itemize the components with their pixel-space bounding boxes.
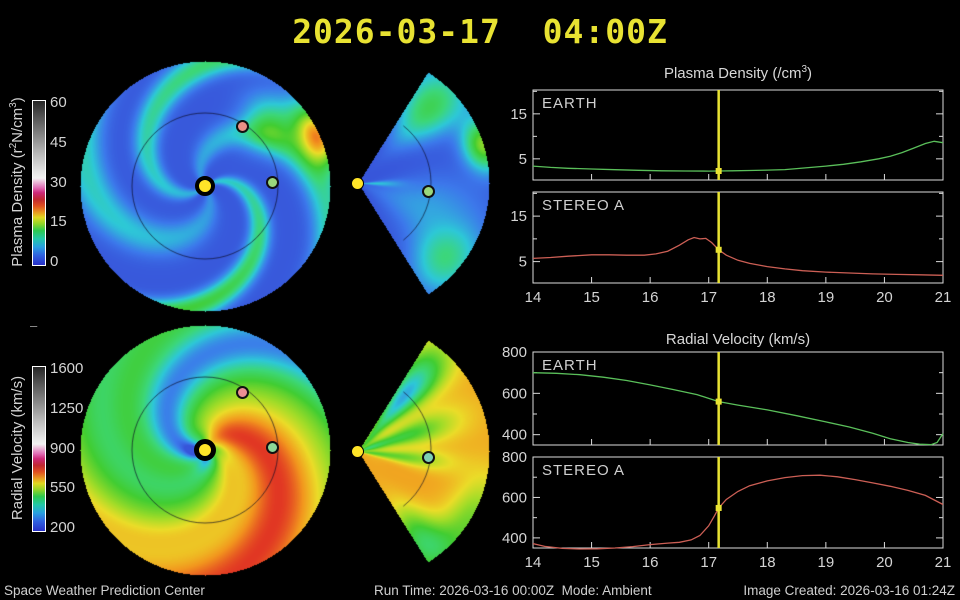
- sun-marker: [351, 177, 364, 190]
- density-section-title: Plasma Density (/cm3): [663, 64, 813, 82]
- svg-text:5: 5: [519, 151, 527, 168]
- footer-run-time-label: Run Time: 2026-03-16 00:00Z Mode: Ambien…: [374, 583, 652, 598]
- footer-image-created-label: Image Created: 2026-03-16 01:24Z: [743, 583, 955, 598]
- sun-marker: [351, 445, 364, 458]
- svg-text:15: 15: [510, 208, 527, 225]
- radial-velocity-colorbar-label: Radial Velocity (km/s): [9, 375, 26, 521]
- svg-text:400: 400: [502, 427, 527, 444]
- svg-text:800: 800: [502, 344, 527, 361]
- plasma-density-colorbar-label: Plasma Density (r2N/cm3): [8, 97, 26, 267]
- density-stereo-a-panel: STEREO A 5 15 14 15 16 17 18 19 20 21: [510, 191, 951, 306]
- series-label: STEREO A: [542, 462, 626, 479]
- velocity-section-title: Radial Velocity (km/s): [665, 331, 811, 348]
- velocity-stereo-a-panel: STEREO A 400 600 800 14 15 16 17 18 19 20 21: [502, 449, 951, 571]
- svg-text:14: 14: [525, 554, 542, 571]
- svg-text:15: 15: [583, 554, 600, 571]
- svg-text:400: 400: [502, 530, 527, 547]
- svg-text:21: 21: [935, 554, 952, 571]
- earth-marker: [422, 451, 435, 464]
- density-earth-panel: EARTH 5 15: [510, 89, 944, 181]
- radial-velocity-colorbar: [32, 366, 46, 532]
- svg-text:20: 20: [876, 289, 893, 306]
- forecast-timestamp-title: 2026-03-17 04:00Z: [292, 12, 668, 51]
- svg-text:5: 5: [519, 254, 527, 271]
- sun-marker: [194, 439, 216, 461]
- radial-velocity-colorbar-ticks: 1600 1250 900 550 200: [50, 360, 84, 536]
- sun-marker: [195, 176, 215, 196]
- svg-text:600: 600: [502, 489, 527, 506]
- svg-text:20: 20: [876, 554, 893, 571]
- svg-text:17: 17: [700, 289, 717, 306]
- svg-text:18: 18: [759, 289, 776, 306]
- svg-text:600: 600: [502, 385, 527, 402]
- svg-text:16: 16: [642, 554, 659, 571]
- stray-dash: –: [30, 318, 38, 333]
- svg-text:14: 14: [525, 289, 542, 306]
- svg-text:19: 19: [818, 554, 835, 571]
- velocity-earth-panel: EARTH 400 600 800: [502, 344, 944, 446]
- svg-text:15: 15: [510, 106, 527, 123]
- series-label: EARTH: [542, 357, 598, 374]
- plasma-density-colorbar-ticks: 60 45 30 15 0: [50, 94, 67, 270]
- footer-org-label: Space Weather Prediction Center: [4, 583, 205, 598]
- svg-text:15: 15: [583, 289, 600, 306]
- earth-marker: [266, 176, 279, 189]
- svg-text:800: 800: [502, 449, 527, 466]
- stereo-a-marker: [236, 386, 249, 399]
- earth-marker: [266, 441, 279, 454]
- earth-marker: [422, 185, 435, 198]
- svg-text:16: 16: [642, 289, 659, 306]
- svg-text:17: 17: [700, 554, 717, 571]
- svg-text:18: 18: [759, 554, 776, 571]
- svg-text:19: 19: [818, 289, 835, 306]
- svg-text:21: 21: [935, 289, 952, 306]
- stereo-a-marker: [236, 120, 249, 133]
- series-label: STEREO A: [542, 197, 626, 214]
- series-label: EARTH: [542, 95, 598, 112]
- plasma-density-colorbar: [32, 100, 46, 266]
